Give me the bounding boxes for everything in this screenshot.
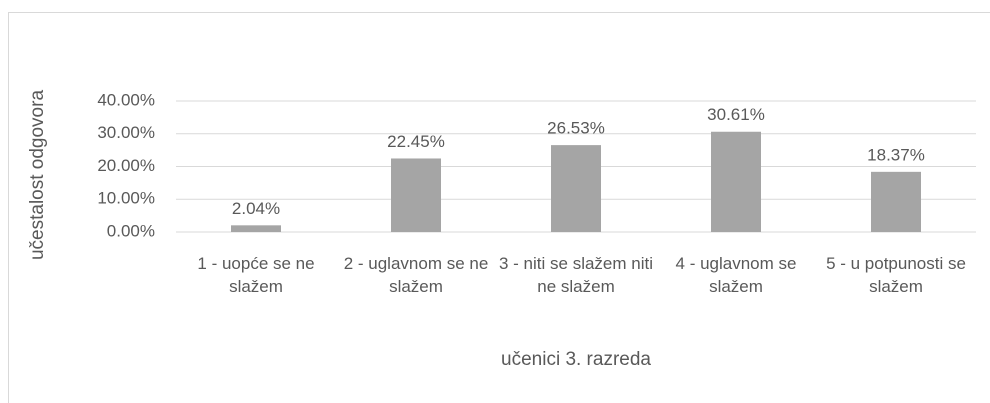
bar — [871, 171, 921, 232]
y-tick-label: 20.00% — [97, 156, 155, 175]
x-tick-label: 4 - uglavnom se slažem — [675, 254, 797, 296]
x-tick-label: 3 - niti se slažem niti ne slažem — [499, 254, 653, 296]
x-axis-title: učenici 3. razreda — [501, 349, 651, 370]
data-label: 26.53% — [547, 119, 605, 138]
bar — [391, 158, 441, 232]
x-tick-label: 2 - uglavnom se ne slažem — [343, 254, 489, 296]
data-label: 18.37% — [867, 145, 925, 164]
x-tick-label: 5 - u potpunosti se slažem — [826, 254, 966, 296]
data-label: 22.45% — [387, 132, 445, 151]
bar — [551, 145, 601, 232]
y-axis-title: učestalost odgovora — [27, 90, 48, 260]
chart-frame — [8, 12, 990, 403]
y-tick-label: 10.00% — [97, 189, 155, 208]
y-tick-label: 40.00% — [97, 90, 155, 109]
data-label: 30.61% — [707, 105, 765, 124]
bar — [711, 131, 761, 232]
y-tick-label: 30.00% — [97, 123, 155, 142]
y-tick-label: 0.00% — [107, 221, 155, 240]
x-tick-label: 1 - uopće se ne slažem — [197, 254, 315, 296]
bar — [231, 225, 281, 232]
data-label: 2.04% — [232, 199, 280, 218]
